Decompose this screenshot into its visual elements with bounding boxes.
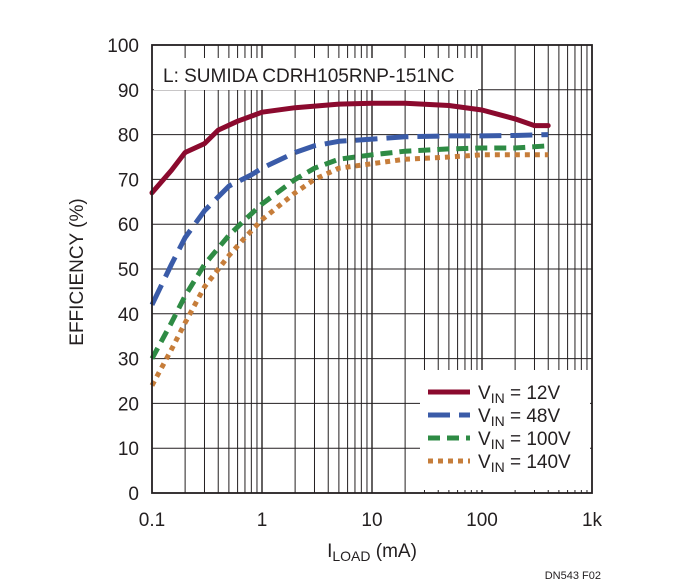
legend-label-main: V <box>478 429 491 450</box>
legend-label-sub: IN <box>491 459 505 475</box>
y-tick-label: 60 <box>118 215 139 236</box>
series-line-4 <box>149 152 549 387</box>
x-tick-label: 0.1 <box>139 510 165 531</box>
legend-label-main: V <box>478 406 491 427</box>
annotation-box <box>154 58 478 90</box>
y-tick-label: 50 <box>118 260 139 281</box>
legend-label-4: VIN = 140V <box>478 452 571 475</box>
legend-label-main: V <box>478 452 491 473</box>
series-line-3 <box>149 143 549 360</box>
y-tick-label: 40 <box>118 305 139 326</box>
legend-label-value: = 12V <box>505 383 561 404</box>
y-tick-label: 30 <box>118 350 139 371</box>
tick-labels: 0.1 1 10 100 1k 0 10 20 30 40 50 60 70 80 90 100 <box>107 36 602 531</box>
y-tick-label: 20 <box>118 394 139 415</box>
x-tick-label: 1 <box>257 510 268 531</box>
legend-label-sub: IN <box>491 413 505 429</box>
y-axis-title: EFFICIENCY (%) <box>67 198 88 345</box>
y-tick-label: 10 <box>118 439 139 460</box>
y-tick-label: 0 <box>128 484 139 505</box>
series-line-1 <box>149 100 551 196</box>
legend-label-value: = 100V <box>505 429 571 450</box>
legend-label-sub: IN <box>491 436 505 452</box>
footnote: DN543 F02 <box>545 570 601 582</box>
x-axis-title: ILOAD (mA) <box>327 541 417 564</box>
legend-label-sub: IN <box>491 390 505 406</box>
x-tick-label: 10 <box>361 510 382 531</box>
y-tick-label: 100 <box>107 36 139 57</box>
chart-series-group <box>149 100 551 387</box>
x-tick-label: 100 <box>466 510 498 531</box>
series-line-2 <box>149 132 549 306</box>
y-tick-label: 90 <box>118 81 139 102</box>
legend-label-2: VIN = 48V <box>478 406 560 429</box>
x-tick-label: 1k <box>582 510 603 531</box>
plot-frame <box>151 44 593 494</box>
y-tick-label: 70 <box>118 170 139 191</box>
x-axis-title-main: I <box>327 541 332 562</box>
legend-label-value: = 48V <box>505 406 561 427</box>
y-tick-label: 80 <box>118 126 139 147</box>
x-axis-title-sub: LOAD <box>332 548 370 564</box>
legend-label-value: = 140V <box>505 452 571 473</box>
legend-label-1: VIN = 12V <box>478 383 560 406</box>
legend-label-3: VIN = 100V <box>478 429 571 452</box>
x-axis-title-unit: (mA) <box>370 541 416 562</box>
annotation-text: L: SUMIDA CDRH105RNP-151NC <box>163 66 454 87</box>
plot-border <box>151 44 593 494</box>
legend-label-main: V <box>478 383 491 404</box>
